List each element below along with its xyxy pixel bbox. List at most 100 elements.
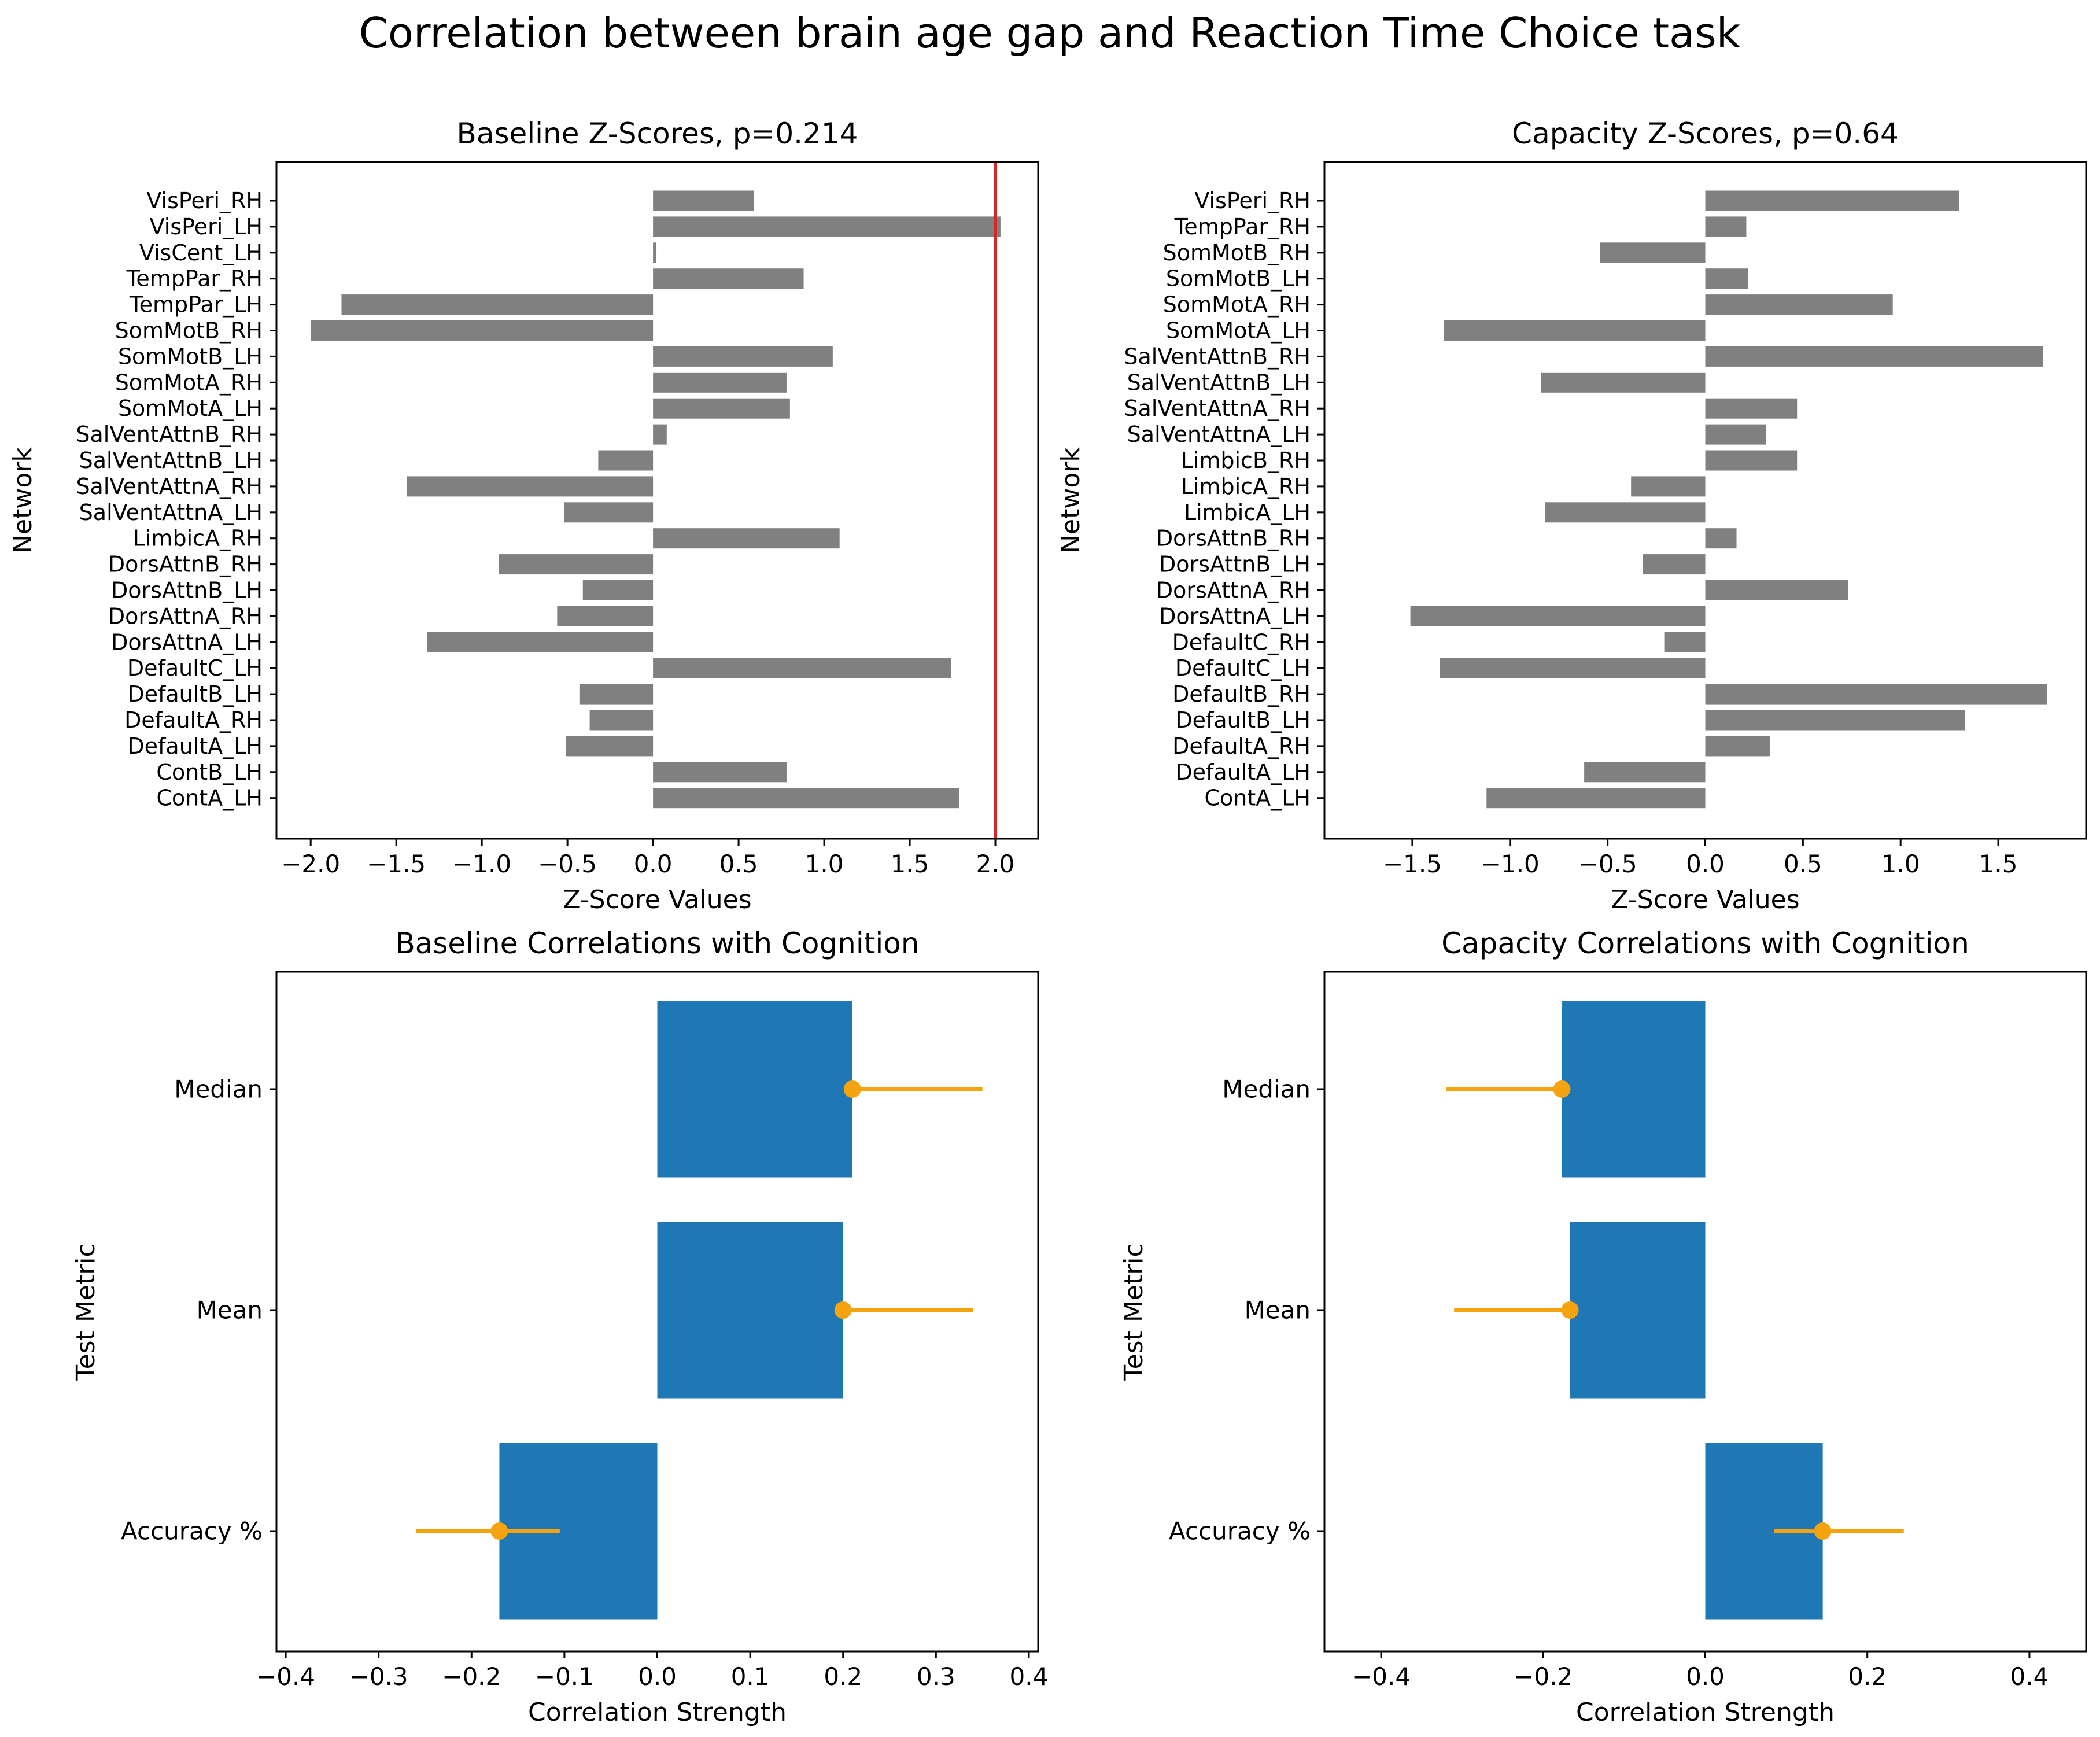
x-tick-label: 1.5 xyxy=(891,850,929,878)
bar xyxy=(1410,606,1706,626)
bar xyxy=(1705,450,1798,471)
y-tick-label: DefaultC_LH xyxy=(127,655,263,681)
y-tick-label: Accuracy % xyxy=(1169,1517,1311,1546)
y-tick-label: SalVentAttnB_RH xyxy=(76,422,263,447)
bar xyxy=(566,736,654,757)
bar xyxy=(653,372,787,393)
y-tick-label: DefaultA_RH xyxy=(1172,733,1311,759)
bar xyxy=(653,190,754,211)
y-axis-label: Test Metric xyxy=(1119,1243,1149,1381)
bar xyxy=(1705,424,1766,445)
y-tick-label: LimbicA_RH xyxy=(1181,474,1311,499)
y-tick-label: SomMotB_LH xyxy=(118,344,263,369)
x-tick-label: −0.4 xyxy=(256,1662,315,1691)
x-tick-label: 0.5 xyxy=(1784,850,1822,878)
y-tick-label: DorsAttnB_RH xyxy=(108,552,263,577)
x-tick-label: 0.5 xyxy=(719,850,758,878)
y-tick-label: DorsAttnB_RH xyxy=(1156,526,1311,551)
bar xyxy=(1705,268,1748,289)
y-tick-label: DefaultB_LH xyxy=(127,681,263,707)
y-tick-label: VisPeri_RH xyxy=(1194,188,1311,213)
y-tick-label: Accuracy % xyxy=(121,1517,263,1546)
y-tick-label: DorsAttnB_LH xyxy=(1159,552,1311,577)
chart-title: Capacity Correlations with Cognition xyxy=(1441,927,1969,960)
bar xyxy=(653,762,787,783)
bar xyxy=(1443,320,1706,341)
bar xyxy=(1705,710,1965,731)
bar xyxy=(657,1222,843,1399)
bar xyxy=(311,320,654,341)
chart-4: Capacity Correlations with Cognition Medi… xyxy=(1119,927,2087,1727)
x-tick-label: −1.0 xyxy=(1481,850,1540,878)
chart-title: Baseline Correlations with Cognition xyxy=(395,927,919,960)
y-tick-label: ContA_LH xyxy=(1204,785,1311,811)
y-tick-label: Median xyxy=(1222,1075,1311,1104)
y-tick-label: VisPeri_RH xyxy=(146,188,263,213)
x-tick-label: 0.4 xyxy=(2010,1662,2049,1691)
x-tick-label: 0.2 xyxy=(824,1662,862,1691)
y-tick-label: DorsAttnA_LH xyxy=(111,629,263,655)
x-tick-label: −2.0 xyxy=(281,850,340,878)
bar xyxy=(427,632,654,652)
y-tick-label: SalVentAttnB_LH xyxy=(79,448,263,473)
y-tick-label: DefaultC_LH xyxy=(1175,655,1311,681)
y-tick-label: DorsAttnA_RH xyxy=(1156,578,1311,603)
y-tick-label: DefaultA_LH xyxy=(1175,759,1311,785)
bar xyxy=(582,580,654,600)
y-tick-label: LimbicA_LH xyxy=(1184,500,1311,525)
bar xyxy=(1545,502,1706,523)
x-tick-label: 1.0 xyxy=(805,850,844,878)
bar xyxy=(1705,580,1848,600)
bar xyxy=(1705,684,2047,705)
y-tick-label: DefaultA_LH xyxy=(127,733,263,759)
bar xyxy=(653,242,657,263)
bar xyxy=(653,424,667,445)
y-tick-label: LimbicB_RH xyxy=(1181,448,1311,473)
bar xyxy=(653,398,790,419)
bar xyxy=(1705,736,1770,757)
x-tick-label: 0.3 xyxy=(917,1662,955,1691)
chart-1: Baseline Z-Scores, p=0.214 VisPeri_RHVisP… xyxy=(8,117,1039,914)
bar xyxy=(1705,528,1737,549)
y-tick-label: SomMotA_RH xyxy=(1163,292,1311,318)
bar xyxy=(1705,346,2043,367)
x-axis-label: Z-Score Values xyxy=(563,885,751,914)
bar xyxy=(1440,658,1706,678)
x-tick-label: 1.0 xyxy=(1881,850,1920,878)
error-bar-point xyxy=(1553,1080,1571,1098)
error-bar-point xyxy=(490,1522,508,1540)
x-axis-label: Z-Score Values xyxy=(1611,885,1799,914)
bar xyxy=(653,528,840,549)
bar xyxy=(653,268,804,289)
x-tick-label: −0.5 xyxy=(538,850,597,878)
plot-frame xyxy=(275,161,1039,840)
chart-3: Baseline Correlations with Cognition Medi… xyxy=(71,927,1048,1727)
x-tick-label: 0.0 xyxy=(1686,850,1725,878)
x-tick-label: −0.5 xyxy=(1578,850,1637,878)
y-tick-label: DorsAttnA_LH xyxy=(1159,603,1311,629)
y-tick-label: DefaultB_RH xyxy=(1172,681,1311,707)
x-tick-label: 2.0 xyxy=(976,850,1015,878)
bar xyxy=(1705,216,1747,237)
chart-title: Baseline Z-Scores, p=0.214 xyxy=(457,117,858,150)
y-tick-label: DefaultB_LH xyxy=(1175,707,1311,733)
bar xyxy=(653,658,951,678)
y-tick-label: SalVentAttnB_LH xyxy=(1127,370,1311,395)
chart-2: Capacity Z-Scores, p=0.64 VisPeri_RHTempP… xyxy=(1056,117,2087,914)
bar xyxy=(1570,1222,1706,1399)
charts-container: Baseline Z-Scores, p=0.214 VisPeri_RH VisP… xyxy=(8,117,2087,1727)
y-tick-label: ContB_LH xyxy=(156,759,263,785)
bar xyxy=(1705,190,1959,211)
bar xyxy=(557,606,654,626)
y-tick-label: SalVentAttnA_RH xyxy=(1124,396,1311,421)
chart-title: Capacity Z-Scores, p=0.64 xyxy=(1512,117,1899,150)
y-tick-label: Mean xyxy=(1245,1296,1311,1325)
bar xyxy=(653,788,959,809)
bar xyxy=(406,476,654,497)
y-tick-label: Mean xyxy=(197,1296,263,1325)
bar xyxy=(1562,1001,1706,1178)
bar xyxy=(499,554,654,575)
bar xyxy=(1584,762,1706,783)
bar xyxy=(1664,632,1706,652)
